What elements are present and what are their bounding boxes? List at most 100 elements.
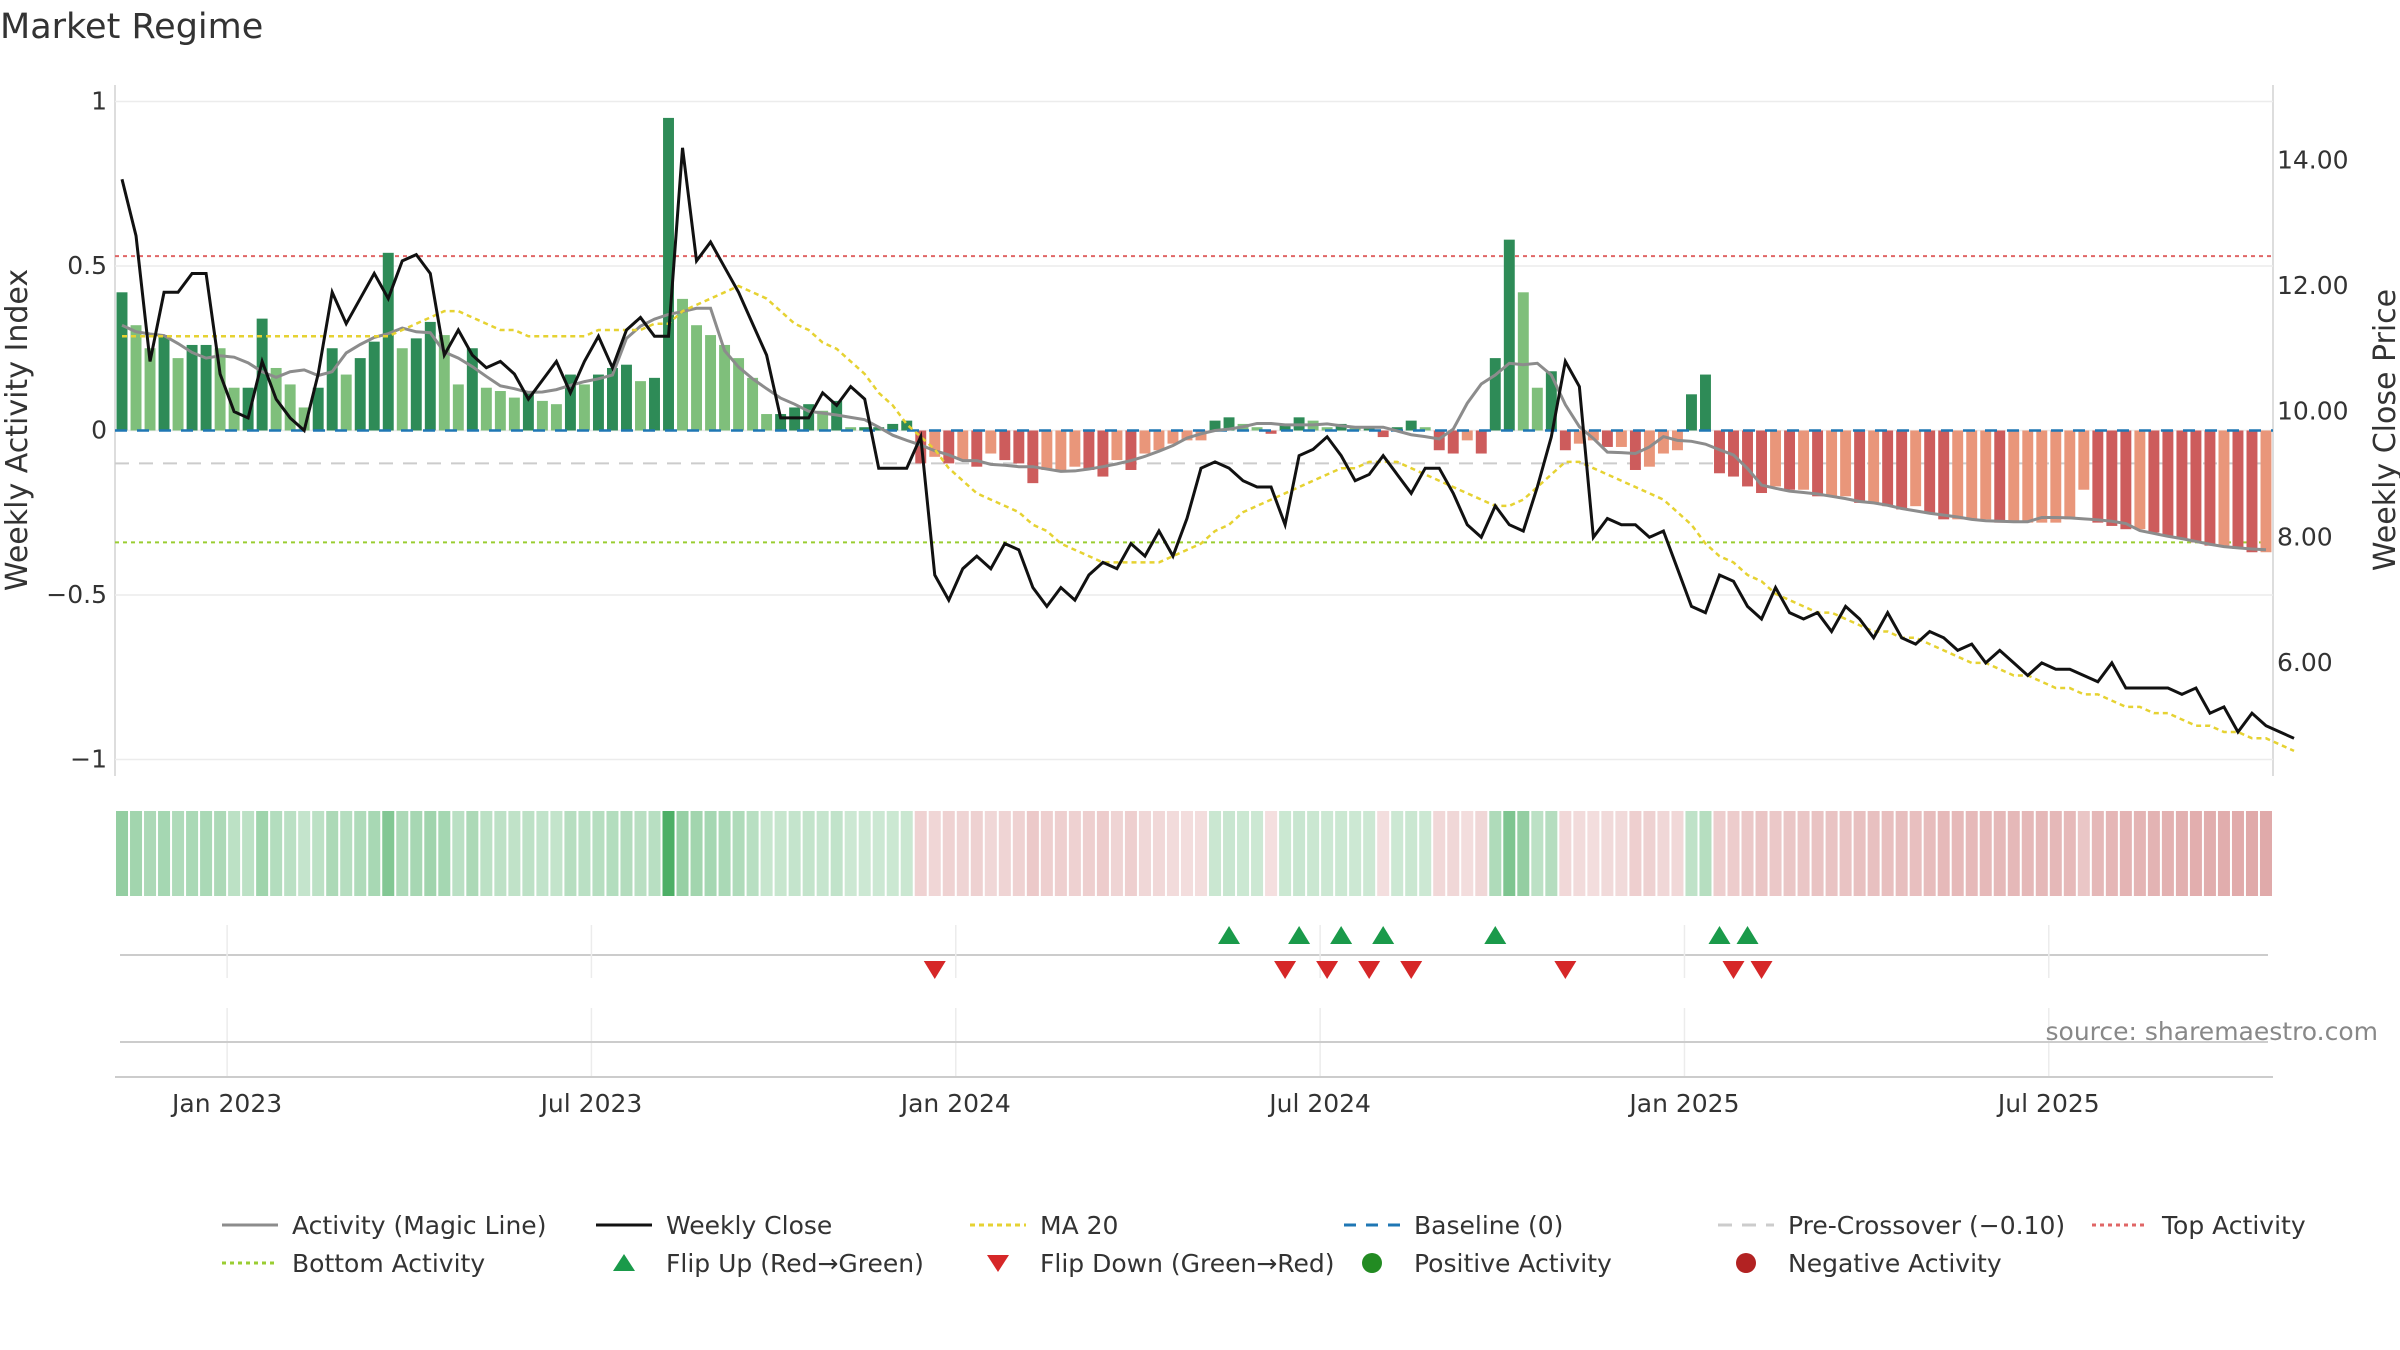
activity-bar [2050,430,2062,523]
regime-cell [172,811,185,896]
activity-bar [1405,420,1417,431]
regime-cell [1545,811,1558,896]
flip-down-marker [1274,961,1297,979]
activity-bar [396,348,408,431]
regime-cell [1040,811,1053,896]
regime-cell [1671,811,1684,896]
activity-bar [1027,430,1039,484]
activity-bar [1209,420,1221,431]
regime-cell [494,811,507,896]
activity-bar [1377,430,1389,438]
regime-cell [1405,811,1418,896]
bottom-panel [115,1008,2273,1078]
regime-cell [1615,811,1628,896]
regime-cell [970,811,983,896]
regime-cell [732,811,745,896]
regime-cell [214,811,227,896]
regime-cell [312,811,325,896]
regime-cell [522,811,535,896]
regime-cell [830,811,843,896]
flip-up-marker [1330,926,1353,944]
y-axis-label-left: Weekly Activity Index [0,269,35,591]
regime-cell [1503,811,1516,896]
regime-cell [2231,811,2244,896]
activity-bar [2064,430,2076,520]
activity-bar [144,348,156,431]
activity-bar [186,344,198,431]
x-tick-label: Jul 2025 [1996,1089,2100,1118]
regime-cell [662,811,675,896]
activity-bar [466,348,478,431]
activity-bar [2120,430,2132,530]
activity-bar [1601,430,1613,447]
activity-bar [340,374,352,431]
regime-cell [1447,811,1460,896]
activity-bar [1321,427,1333,431]
regime-cell [1433,811,1446,896]
regime-cell [550,811,563,896]
regime-cell [382,811,395,896]
activity-bar [1489,358,1501,431]
legend-label: Weekly Close [666,1211,832,1240]
activity-bar [1938,430,1950,520]
regime-cell [1195,811,1208,896]
y-tick-label-right: 8.00 [2277,522,2333,551]
regime-cell [270,811,283,896]
regime-cell [1699,811,1712,896]
activity-bar [522,391,534,431]
flip-down-marker [1722,961,1745,979]
regime-cell [2049,811,2062,896]
regime-cell [1124,811,1137,896]
activity-bar [1251,427,1263,431]
activity-bar [1097,430,1109,477]
regime-cell [1951,811,1964,896]
regime-cell [438,811,451,896]
regime-cell [1265,811,1278,896]
regime-cell [298,811,311,896]
regime-cell [1377,811,1390,896]
activity-bar [1125,430,1137,470]
activity-bar [2078,430,2090,490]
regime-cell [1363,811,1376,896]
regime-cell [480,811,493,896]
regime-cell [1601,811,1614,896]
regime-cell [508,811,521,896]
regime-cell [326,811,339,896]
regime-cell [1209,811,1222,896]
regime-cell [1391,811,1404,896]
legend-label: MA 20 [1040,1211,1118,1240]
flip-down-marker [1554,961,1577,979]
regime-cell [2189,811,2202,896]
regime-cell [2147,811,2160,896]
y-axis-label-right: Weekly Close Price [2368,289,2400,571]
regime-cell [942,811,955,896]
activity-bar [1545,371,1557,431]
regime-cell [704,811,717,896]
regime-cell [1489,811,1502,896]
activity-bar [438,335,450,431]
regime-cell [578,811,591,896]
activity-bar [1083,430,1095,470]
activity-bar [1756,430,1767,494]
activity-bar [2260,430,2272,553]
regime-cell [536,811,549,896]
flip-up-marker [1736,926,1759,944]
activity-bar [1854,430,1866,503]
activity-bar [2036,430,2048,523]
regime-cell [1349,811,1362,896]
x-tick-label: Jan 2023 [170,1089,282,1118]
activity-bar [1279,423,1291,431]
legend-swatch [1736,1253,1756,1273]
main-panel: 1 0.5 0 −0.5 −1 14.00 12.00 10.00 8.00 6.00 [46,85,2349,776]
activity-bar [200,344,212,431]
regime-cell [1517,811,1530,896]
legend-label: Positive Activity [1414,1249,1612,1278]
activity-bar [1195,430,1207,441]
regime-cell [2133,811,2146,896]
activity-bar [1461,430,1473,441]
regime-cell [130,811,143,896]
activity-bar [985,430,997,454]
legend-label: Baseline (0) [1414,1211,1563,1240]
regime-cell [886,811,899,896]
